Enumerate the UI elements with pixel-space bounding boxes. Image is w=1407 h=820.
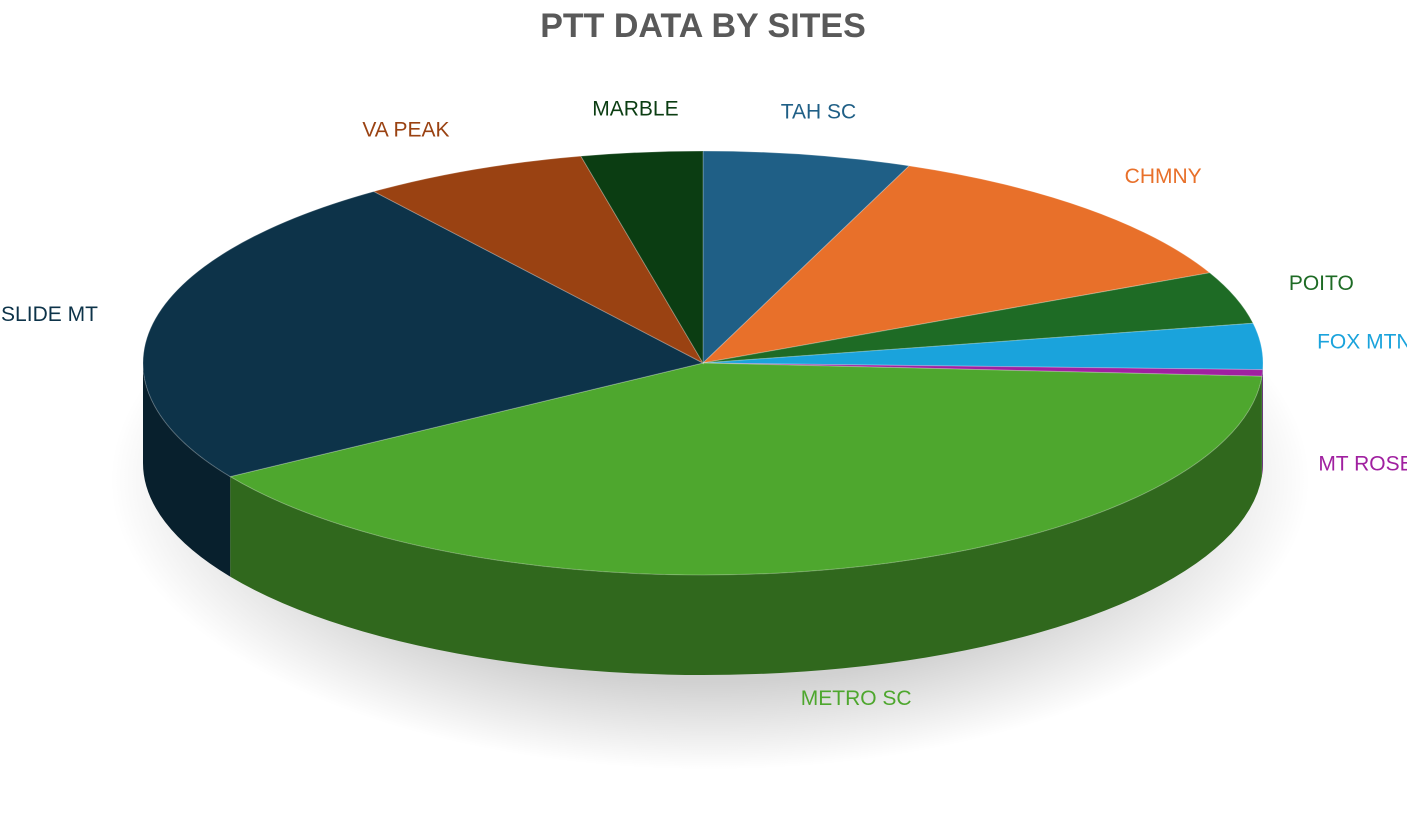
slice-label: SLIDE MT xyxy=(1,303,98,326)
slice-label: METRO SC xyxy=(801,687,912,710)
slice-label: VA PEAK xyxy=(362,119,449,142)
pie-slice xyxy=(702,150,911,365)
pie-slice xyxy=(702,322,1264,371)
pie-labels: TAH SC CHMNY POITO FOX MTN MT ROSE METRO SC SL… xyxy=(1,98,1407,710)
pie-slice xyxy=(702,272,1254,364)
slice-label: TAH SC xyxy=(781,101,856,124)
pie-sides xyxy=(143,363,1263,675)
pie-slice xyxy=(580,150,704,365)
pie-tops xyxy=(142,150,1264,576)
pie-side xyxy=(143,363,231,577)
slice-label: CHMNY xyxy=(1125,165,1202,188)
slice-label: MARBLE xyxy=(592,98,678,121)
slice-label: POITO xyxy=(1289,272,1354,295)
pie-slice xyxy=(701,165,1211,364)
slice-label: FOX MTN xyxy=(1317,331,1407,354)
pie-side xyxy=(1261,369,1263,477)
chart-title: PTT DATA BY SITES xyxy=(540,7,866,45)
pie-slice xyxy=(372,155,705,365)
slice-label: MT ROSE xyxy=(1318,453,1407,476)
pie-slice xyxy=(228,362,1263,576)
pie-side xyxy=(230,376,1262,675)
pie-slice xyxy=(702,362,1264,377)
pie-slice xyxy=(142,190,705,478)
